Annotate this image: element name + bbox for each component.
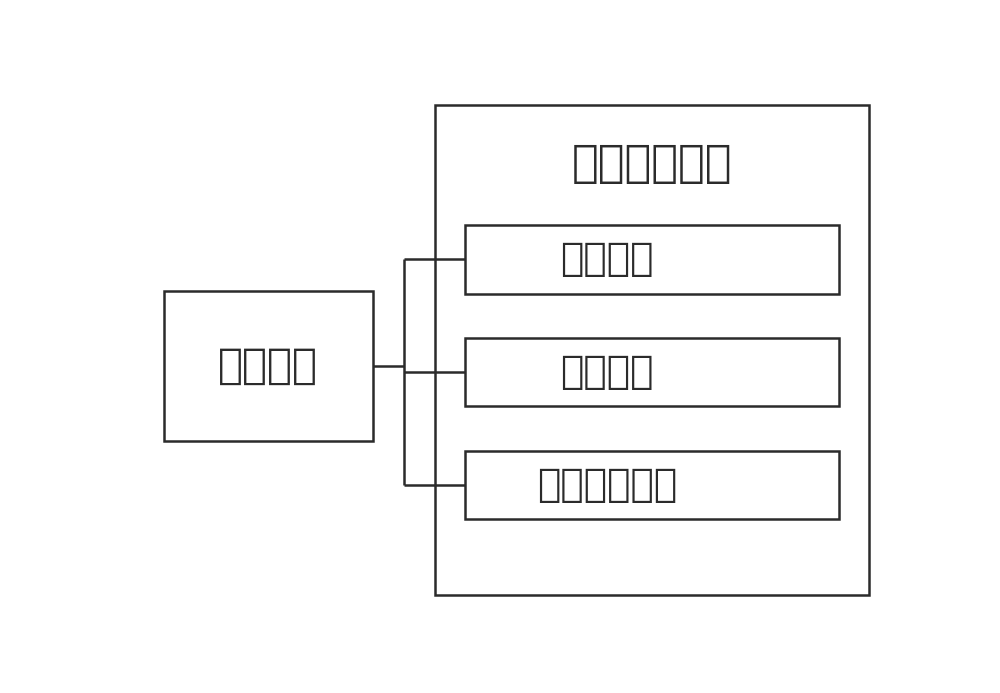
Bar xyxy=(465,450,839,519)
Bar xyxy=(435,105,869,595)
Bar xyxy=(465,225,839,294)
Text: 加热模块: 加热模块 xyxy=(560,353,654,391)
Text: 数据采集设备: 数据采集设备 xyxy=(572,142,732,185)
Text: 散热模块: 散热模块 xyxy=(560,240,654,278)
Bar xyxy=(164,291,373,441)
Text: 温度均衡模块: 温度均衡模块 xyxy=(537,466,677,504)
Bar xyxy=(465,337,839,406)
Text: 控制设备: 控制设备 xyxy=(218,345,318,387)
